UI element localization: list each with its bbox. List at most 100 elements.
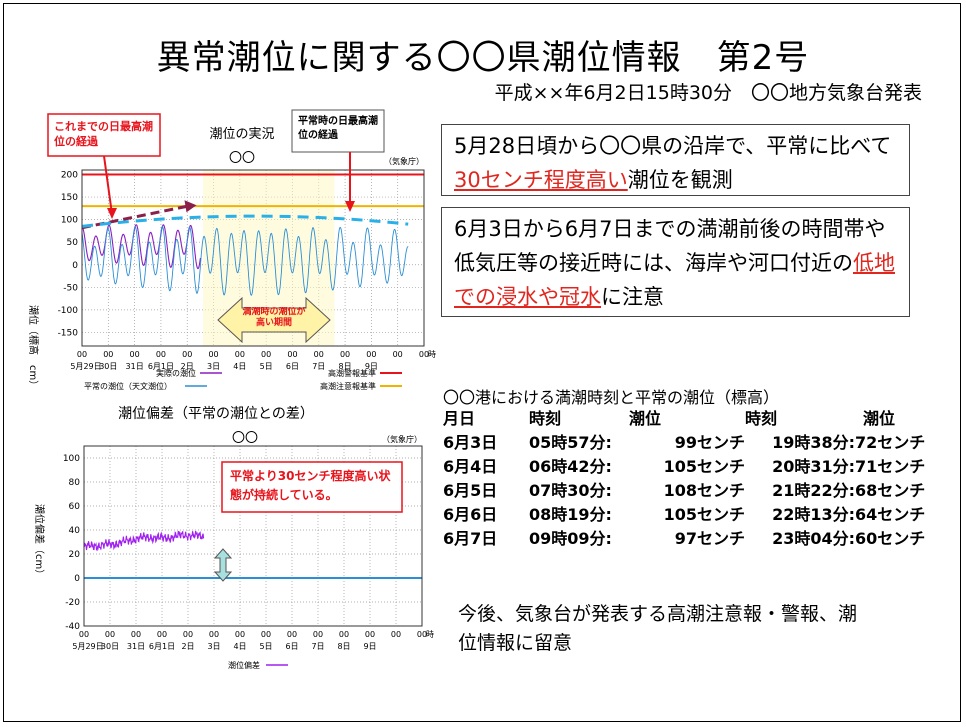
x-tick-day: 3日 [207, 362, 220, 371]
x-tick-day: 30日 [101, 642, 119, 651]
y-tick-label: 0 [74, 574, 80, 584]
tide-level-chart: 潮位の実況 〇〇 （気象庁） 潮位（標高 cm） 200 150 100 50 0 -50… [27, 109, 436, 391]
x-tick-hour: 00 [209, 630, 219, 639]
high-period-text: 満潮時の潮位が高い期間 [242, 307, 306, 328]
y-tick-label: 0 [72, 261, 78, 271]
chart1-station: 〇〇 [229, 151, 255, 166]
cell: 99センチ [674, 433, 745, 452]
callout-observed-arrowhead [107, 208, 117, 219]
series-line-0 [83, 530, 205, 552]
chart1-x-ticks: 005月29日0030日0031日006月1日002日003日004日005日0… [70, 350, 436, 371]
tide-table-header: 月日 時刻 潮位 時刻 潮位 [443, 405, 925, 429]
x-tick-hour: 00 [366, 350, 376, 359]
observation-highlight: 30センチ程度高い [454, 168, 628, 192]
cell: 6月4日 [443, 457, 498, 476]
chart2-ylabel: 潮位偏差（cm） [33, 504, 46, 579]
tide-table-title: 〇〇港における満潮時刻と平常の潮位（標高） [443, 388, 780, 407]
cell: 108センチ [663, 481, 745, 500]
y-tick-label: -50 [63, 283, 78, 293]
y-tick-label: 50 [67, 238, 79, 248]
callout-normal: 平常時の日最高潮位の経過 [298, 116, 378, 141]
y-tick-label: 40 [69, 526, 81, 536]
x-tick-day: 6月1日 [149, 642, 175, 651]
x-tick-hour: 00 [130, 350, 140, 359]
cell: 64センチ [855, 505, 926, 524]
y-tick-label: -100 [58, 306, 79, 316]
x-tick-hour: 00 [419, 350, 429, 359]
chart1-y-ticks: 200 150 100 50 0 -50 -100 -150 [58, 171, 79, 339]
x-tick-hour: 00 [391, 630, 401, 639]
x-tick-hour: 00 [313, 630, 323, 639]
cell: 23時04分: [772, 529, 855, 548]
cell: 71センチ [855, 457, 926, 476]
x-tick-day: 30日 [99, 362, 117, 371]
cell: 72センチ [855, 433, 926, 452]
x-tick-day: 5日 [260, 362, 273, 371]
chart2-source: （気象庁） [382, 434, 422, 444]
x-tick-hour: 00 [393, 350, 403, 359]
deviation-callout-text: 平常より30センチ程度高い状態が持続している。 [230, 469, 391, 502]
tide-deviation-chart: 潮位偏差（平常の潮位との差） 〇〇 （気象庁） 潮位偏差（cm） 100 80 60… [33, 406, 434, 670]
advice-text-content: 今後、気象台が発表する高潮注意報・警報、潮位情報に留意 [458, 603, 858, 654]
cell: 6月3日 [443, 433, 498, 452]
x-tick-day: 5月29日 [72, 642, 103, 651]
x-tick-day: 2日 [181, 642, 194, 651]
deviation-double-arrow [213, 548, 233, 582]
x-tick-day: 6日 [286, 362, 299, 371]
x-tick-hour: 00 [131, 630, 141, 639]
chart2-title: 潮位偏差（平常の潮位との差） [118, 406, 314, 422]
x-tick-hour: 00 [182, 350, 192, 359]
chart1-ylabel: 潮位（標高 cm） [27, 305, 40, 390]
y-tick-label: 80 [69, 478, 81, 488]
caution-text: 6月3日から6月7日までの満潮前後の時間帯や低気圧等の接近時には、海岸や河口付近… [454, 217, 886, 275]
x-tick-hour: 00 [105, 630, 115, 639]
col-time2: 時刻 [745, 409, 778, 428]
x-tick-day: 4日 [233, 362, 246, 371]
x-tick-day: 5日 [259, 642, 272, 651]
chart2-legend: 潮位偏差 [228, 660, 288, 670]
table-row: 6月7日 09時09分: 97センチ 23時04分: 60センチ [443, 525, 925, 549]
x-tick-hour: 00 [261, 350, 271, 359]
chart2-y-ticks: 100 80 60 40 20 0 -20 -40 [63, 454, 80, 632]
x-tick-hour: 00 [235, 630, 245, 639]
tide-table: 月日 時刻 潮位 時刻 潮位 6月3日 05時57分: 99センチ 19時38分: 72… [443, 405, 925, 549]
x-tick-hour: 00 [79, 630, 89, 639]
x-tick-day: 6月1日 [148, 362, 174, 371]
issue-info: 平成××年6月2日15時30分 〇〇地方気象台発表 [494, 82, 922, 104]
table-row: 6月3日 05時57分: 99センチ 19時38分: 72センチ [443, 429, 925, 453]
deviation-callout-box [221, 461, 403, 513]
callout-normal-text: 平常時の日最高潮位の経過 [298, 116, 378, 141]
x-tick-day: 9日 [363, 642, 376, 651]
chart2-series [83, 530, 205, 552]
callout-observed-text: これまでの日最高潮位の経過 [54, 120, 153, 148]
y-tick-label: 150 [61, 193, 78, 203]
slide-frame [3, 3, 961, 722]
trend-line-0 [81, 203, 193, 230]
col-time1: 時刻 [529, 409, 562, 428]
chart1-source: （気象庁） [384, 156, 424, 166]
page-title: 異常潮位に関する〇〇県潮位情報 第2号 [156, 38, 810, 78]
chart1-reference-lines [82, 173, 424, 208]
x-tick-day: 6日 [285, 642, 298, 651]
high-period-label: 満潮時の潮位が高い期間 [242, 307, 306, 328]
x-unit-label: 時 [426, 630, 434, 639]
x-tick-day: 4日 [233, 642, 246, 651]
x-tick-hour: 00 [314, 350, 324, 359]
cell: 21時22分: [772, 481, 855, 500]
cell: 06時42分: [529, 457, 612, 476]
cell: 09時09分: [529, 529, 612, 548]
x-tick-day: 2日 [181, 362, 194, 371]
observation-box: 5月28日頃から〇〇県の沿岸で、平常に比べて 30センチ程度高い潮位を観測 [441, 124, 910, 196]
callout-normal-box [291, 109, 385, 153]
chart1-plot-area [81, 169, 425, 347]
x-tick-day: 31日 [126, 362, 144, 371]
x-tick-hour: 00 [287, 630, 297, 639]
legend-label: 実際の潮位 [156, 368, 196, 378]
x-tick-hour: 00 [287, 350, 297, 359]
col-level2: 潮位 [863, 409, 896, 428]
legend-label: 高潮警報基準 [328, 368, 376, 378]
x-tick-day: 7日 [311, 642, 324, 651]
series-line-0 [81, 224, 201, 270]
trend-line-0-arrowhead [184, 200, 197, 213]
callout-observed: これまでの日最高潮位の経過 [54, 120, 153, 148]
